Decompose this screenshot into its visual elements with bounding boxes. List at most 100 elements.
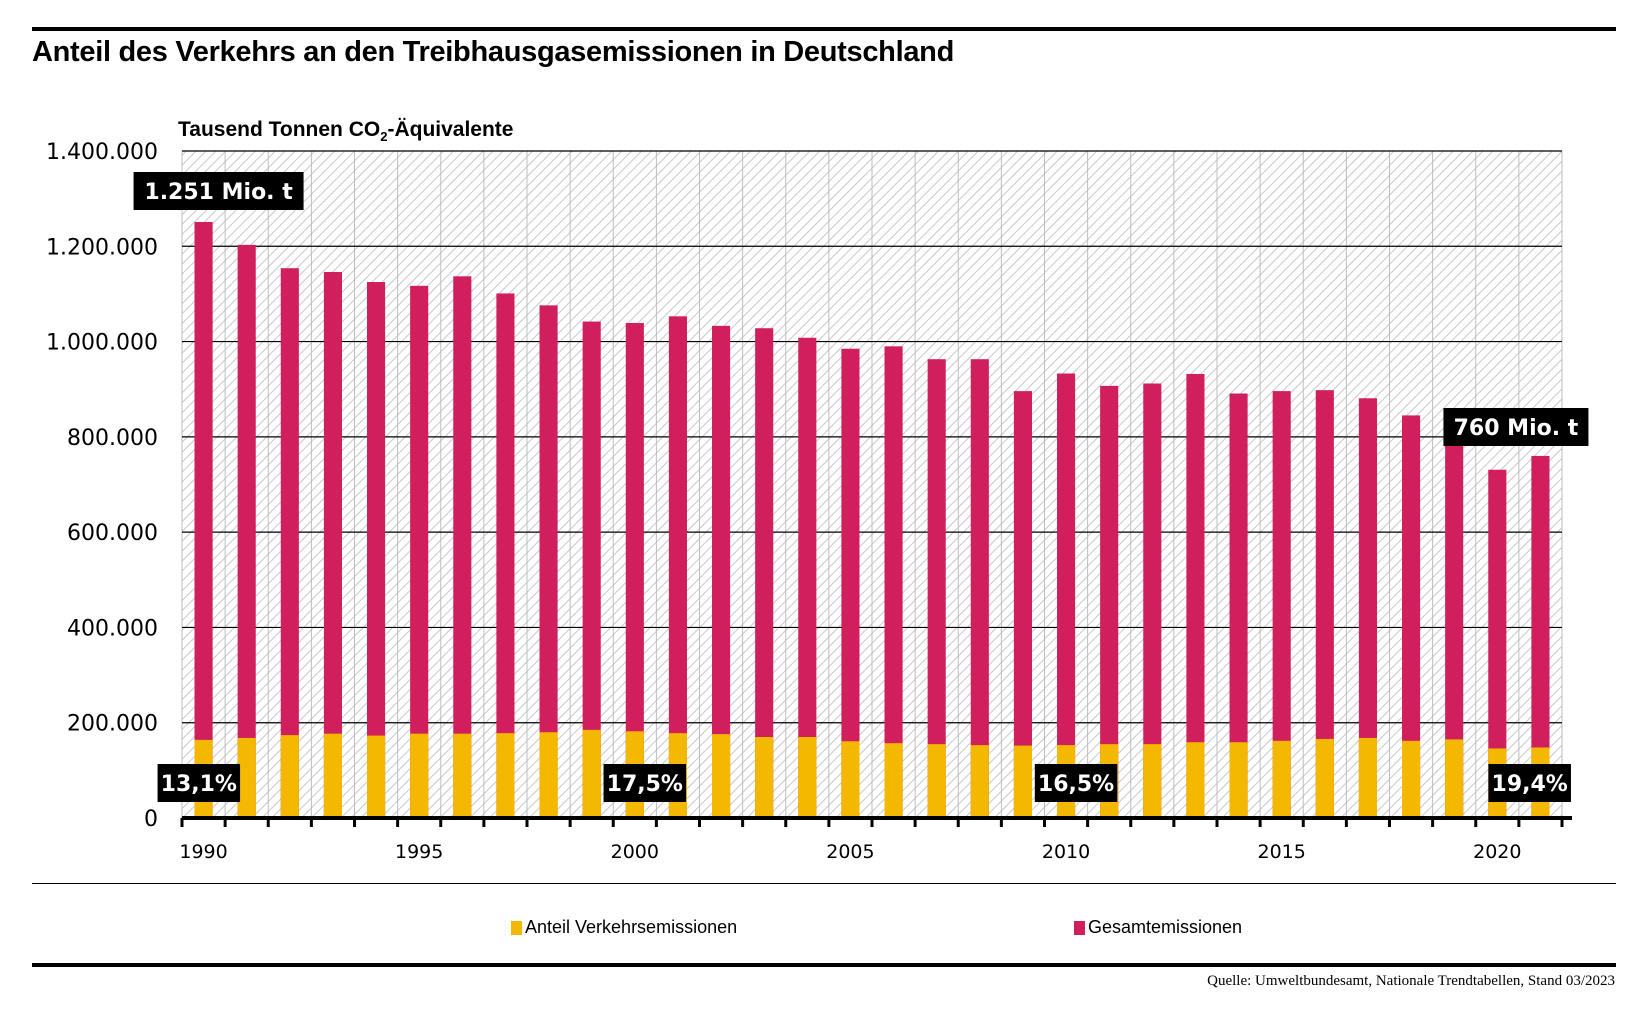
bar-total-2001: [668, 316, 687, 818]
annotation-text: 760 Mio. t: [1454, 416, 1579, 441]
y-tick-label: 1.000.000: [46, 331, 158, 356]
bar-total-2013: [1186, 373, 1205, 818]
annotation-text: 17,5%: [607, 772, 683, 797]
unit-suffix: -Äquivalente: [387, 118, 514, 141]
legend-item-total: Gesamtemissionen: [1074, 917, 1242, 938]
bar-transport-1996: [453, 733, 472, 818]
bar-transport-2005: [841, 741, 860, 818]
bar-total-2015: [1272, 391, 1291, 818]
bar-total-2006: [884, 346, 903, 818]
legend-swatch-total: [1074, 920, 1085, 935]
legend-label-transport: Anteil Verkehrsemissionen: [525, 917, 738, 937]
y-tick-label: 1.400.000: [46, 140, 158, 165]
bar-total-1999: [582, 321, 601, 818]
bar-transport-2013: [1186, 742, 1205, 818]
bar-total-2010: [1057, 373, 1076, 818]
bar-transport-2015: [1272, 740, 1291, 818]
annotation-label: 1.251 Mio. t: [133, 172, 304, 210]
legend-swatch-transport: [511, 920, 522, 935]
annotation-text: 1.251 Mio. t: [144, 180, 293, 205]
chart-title: Anteil des Verkehrs an den Treibhausgase…: [32, 36, 954, 68]
bar-transport-2009: [1013, 745, 1032, 818]
annotation-label: 17,5%: [603, 764, 687, 802]
bar-total-2005: [841, 348, 860, 818]
bar-transport-1991: [237, 737, 256, 818]
legend-label-total: Gesamtemissionen: [1088, 917, 1243, 937]
bar-total-1995: [410, 285, 429, 818]
bar-transport-1994: [367, 735, 386, 818]
annotation-label: 13,1%: [157, 764, 241, 802]
bar-total-1997: [496, 293, 515, 818]
x-tick-label: 2020: [1473, 841, 1521, 863]
bar-total-1994: [367, 282, 386, 819]
y-tick-label: 1.200.000: [46, 235, 158, 260]
annotation-box: [157, 764, 241, 802]
legend-item-transport: Anteil Verkehrsemissionen: [511, 917, 737, 938]
bar-total-2009: [1013, 391, 1032, 818]
bar-transport-1992: [280, 735, 299, 818]
bar-total-1990: [194, 221, 213, 818]
unit-subscript: 2: [380, 129, 388, 145]
bar-total-1996: [453, 276, 472, 818]
y-axis-unit-label: Tausend Tonnen CO2-Äquivalente: [178, 118, 513, 144]
bar-total-2020: [1488, 469, 1507, 818]
bottom-rule: [32, 963, 1616, 967]
annotation-label: 760 Mio. t: [1443, 408, 1589, 446]
bar-total-2011: [1100, 385, 1119, 818]
bar-total-2003: [755, 328, 774, 818]
bar-total-2021: [1531, 455, 1550, 818]
x-tick-label: 1995: [395, 841, 443, 863]
bar-total-2019: [1445, 440, 1464, 818]
unit-prefix: Tausend Tonnen CO: [178, 118, 381, 141]
x-tick-label: 1990: [179, 841, 227, 863]
annotation-box: [1488, 764, 1571, 802]
annotation-label: 19,4%: [1488, 764, 1571, 802]
bar-total-2016: [1315, 390, 1334, 818]
y-tick-label: 400.000: [67, 616, 158, 641]
bar-total-1998: [539, 305, 558, 818]
annotation-box: [133, 172, 304, 210]
bar-total-1991: [237, 244, 256, 818]
bar-transport-2019: [1445, 739, 1464, 818]
bar-transport-2003: [755, 737, 774, 818]
bar-chart: 0 200.000 400.000 600.000 800.000 1.000.000 1.…: [46, 140, 1589, 863]
bar-transport-1999: [582, 729, 601, 818]
bar-total-2014: [1229, 393, 1248, 818]
y-tick-label: 600.000: [67, 521, 158, 546]
x-tick-label: 2015: [1258, 841, 1306, 863]
legend-divider: [32, 883, 1616, 884]
bar-transport-2004: [798, 737, 817, 818]
bar-transport-2014: [1229, 742, 1248, 818]
annotation-label: 16,5%: [1034, 764, 1118, 802]
bar-transport-2006: [884, 743, 903, 818]
y-tick-label: 0: [144, 807, 158, 832]
bar-total-2017: [1358, 398, 1377, 818]
bar-transport-1993: [323, 733, 342, 818]
bar-transport-1997: [496, 733, 515, 818]
bar-total-2004: [798, 337, 817, 818]
annotation-text: 16,5%: [1038, 772, 1114, 797]
bar-transport-2002: [712, 734, 731, 818]
annotation-text: 13,1%: [161, 772, 237, 797]
bar-total-2000: [625, 322, 644, 818]
bar-transport-2008: [970, 745, 989, 818]
bar-transport-1995: [410, 733, 429, 818]
bar-total-2007: [927, 359, 946, 818]
x-tick-label: 2000: [611, 841, 659, 863]
bar-total-2018: [1402, 415, 1421, 818]
annotation-box: [603, 764, 687, 802]
bar-total-2002: [712, 325, 731, 818]
bar-total-2008: [970, 359, 989, 818]
annotation-box: [1034, 764, 1118, 802]
source-note: Quelle: Umweltbundesamt, Nationale Trend…: [1207, 973, 1615, 989]
bar-total-1992: [280, 268, 299, 818]
y-tick-label: 200.000: [67, 712, 158, 737]
annotation-box: [1443, 408, 1589, 446]
bar-transport-2012: [1143, 744, 1162, 818]
bar-total-2012: [1143, 383, 1162, 818]
bar-transport-2017: [1358, 737, 1377, 818]
top-rule: [32, 27, 1616, 31]
bar-total-1993: [323, 272, 342, 819]
x-tick-label: 2010: [1042, 841, 1090, 863]
bar-transport-1998: [539, 732, 558, 818]
